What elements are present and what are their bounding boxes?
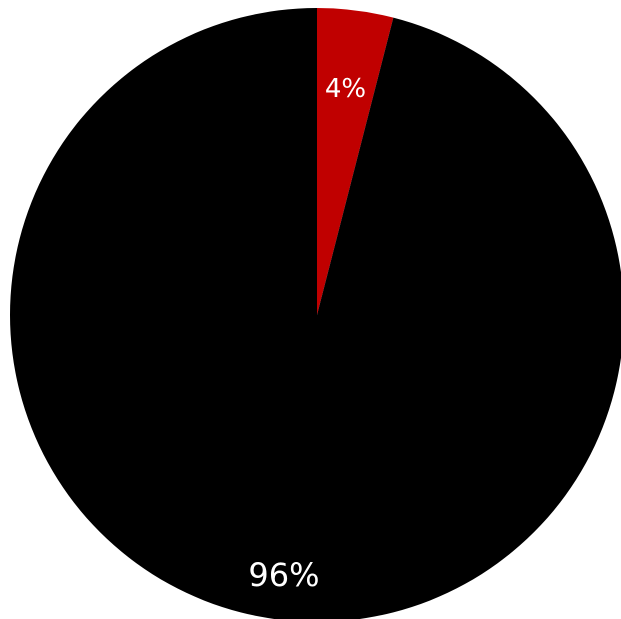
pie-slice-label-1: 96% (248, 556, 319, 594)
pie-labels: 4% 96% (248, 74, 366, 594)
pie-slices (10, 8, 621, 619)
pie-slice-label-0: 4% (325, 74, 366, 104)
pie-slice-0 (317, 8, 394, 315)
pie-slice-1 (10, 8, 621, 619)
